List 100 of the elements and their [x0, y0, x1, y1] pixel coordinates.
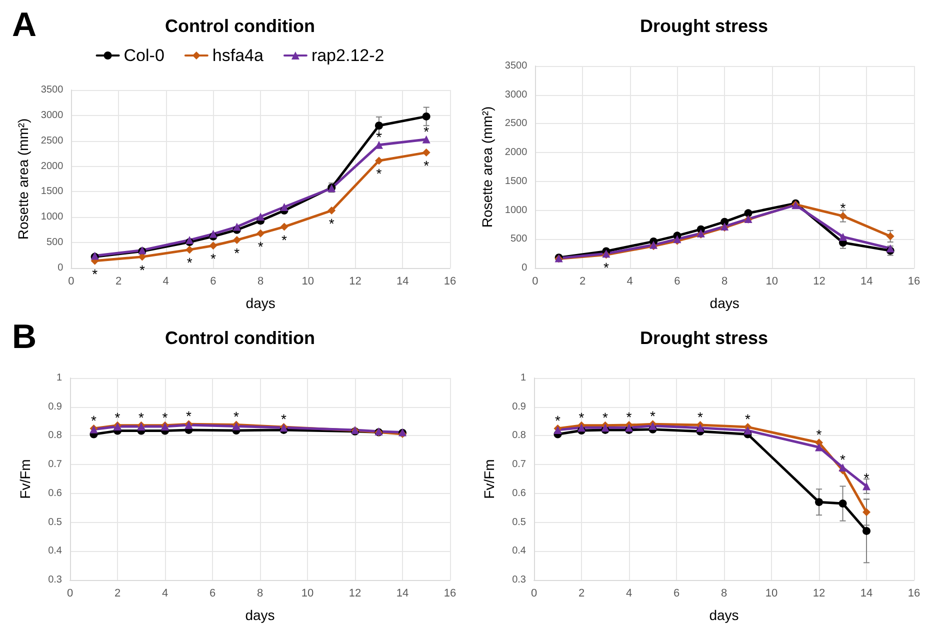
annotation: *: [281, 411, 288, 428]
x-tick-label: 8: [720, 588, 728, 600]
x-tick-label: 10: [302, 276, 314, 288]
annotation: *: [138, 409, 145, 426]
x-tick-label: 16: [908, 276, 920, 288]
x-tick-label: 0: [530, 588, 538, 600]
y-tick-label: 3500: [40, 84, 64, 96]
x-axis-title: days: [245, 607, 275, 623]
annotation: *: [376, 128, 382, 145]
annotation: *: [602, 409, 609, 426]
point: [815, 498, 823, 506]
x-tick-label: 8: [256, 588, 264, 600]
y-tick-label: 0.9: [512, 401, 526, 412]
point: [744, 426, 752, 435]
x-tick-label: 0: [66, 588, 74, 600]
x-tick-label: 4: [162, 276, 169, 288]
y-axis-title: Rosette area (mm²): [479, 106, 495, 228]
y-tick-label: 0.7: [48, 459, 62, 470]
legend-label: hsfa4a: [212, 46, 264, 65]
x-tick-label: 16: [444, 588, 456, 600]
text: A: [12, 6, 37, 44]
x-tick-label: 14: [860, 588, 873, 600]
y-tick-label: 1000: [40, 212, 64, 223]
x-tick-label: 0: [532, 276, 538, 288]
point: [232, 222, 241, 231]
x-tick-label: 12: [813, 276, 826, 288]
annotation: *: [282, 232, 288, 248]
y-tick-label: 0.5: [48, 516, 62, 528]
annotation: *: [186, 408, 192, 424]
point: [422, 148, 430, 157]
x-tick-label: 6: [209, 588, 216, 600]
chart-title: Drought stress: [640, 16, 768, 36]
y-tick-label: 0.9: [48, 401, 62, 412]
point: [862, 508, 870, 516]
point: [744, 209, 752, 218]
x-tick-label: 2: [578, 588, 585, 600]
y-tick-label: 1000: [504, 204, 528, 216]
x-tick-label: 12: [812, 588, 826, 600]
chart-title: Control condition: [165, 328, 315, 348]
point: [815, 443, 823, 452]
annotation: *: [210, 250, 216, 267]
text: B: [12, 318, 37, 356]
point: [886, 232, 894, 240]
point: [256, 212, 265, 221]
point: [838, 500, 847, 508]
point: [422, 112, 430, 120]
x-tick-label: 6: [673, 588, 680, 600]
annotation: *: [698, 409, 704, 426]
x-axis-title: days: [710, 295, 740, 311]
annotation: *: [578, 409, 585, 426]
y-tick-label: 0.3: [48, 574, 62, 586]
x-axis-title: days: [709, 607, 739, 623]
annotation: *: [114, 409, 121, 426]
point: [862, 526, 870, 535]
annotation: *: [234, 245, 240, 262]
legend-label: Col-0: [124, 46, 164, 65]
point: [886, 244, 894, 252]
point: [578, 424, 586, 432]
y-tick-label: 0.5: [512, 516, 526, 528]
y-tick-label: 2000: [504, 147, 528, 158]
y-tick-label: 0.7: [512, 459, 526, 470]
annotation: *: [864, 470, 870, 486]
x-tick-label: 14: [396, 588, 409, 600]
annotation: *: [650, 408, 656, 424]
annotation: *: [139, 262, 146, 278]
y-axis-title: Fv/Fm: [481, 459, 497, 499]
y-tick-label: 2500: [40, 135, 64, 146]
annotation: *: [840, 200, 846, 216]
y-tick-label: 1500: [504, 176, 528, 187]
x-tick-label: 12: [349, 276, 362, 288]
x-tick-label: 8: [258, 276, 264, 288]
x-tick-label: 6: [210, 276, 216, 288]
y-tick-label: 0.8: [48, 430, 62, 442]
x-tick-label: 10: [765, 588, 778, 600]
y-tick-label: 0: [522, 262, 528, 274]
point: [209, 230, 218, 238]
point: [422, 135, 430, 144]
annotation: *: [424, 158, 430, 174]
annotation: *: [91, 412, 98, 428]
x-tick-label: 8: [722, 276, 728, 288]
y-axis-title: Rosette area (mm²): [15, 118, 31, 240]
point: [374, 156, 383, 165]
x-tick-label: 12: [348, 588, 362, 600]
annotation: *: [92, 266, 98, 282]
annotation: *: [603, 260, 610, 276]
y-tick-label: 3000: [40, 110, 64, 121]
x-tick-label: 10: [766, 276, 778, 288]
annotation: *: [234, 408, 240, 425]
point: [838, 463, 847, 472]
x-tick-label: 16: [444, 276, 456, 288]
y-tick-label: 1: [56, 372, 62, 384]
point: [256, 229, 265, 238]
point: [374, 122, 383, 130]
y-tick-label: 2500: [504, 118, 528, 130]
y-tick-label: 0.4: [512, 546, 526, 557]
annotation: *: [376, 166, 382, 182]
annotation: *: [424, 123, 430, 140]
annotation: *: [816, 426, 822, 443]
x-tick-label: 2: [115, 276, 122, 288]
y-tick-label: 2000: [40, 160, 64, 172]
